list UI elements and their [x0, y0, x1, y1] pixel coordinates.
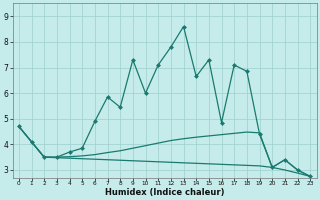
X-axis label: Humidex (Indice chaleur): Humidex (Indice chaleur) [105, 188, 224, 197]
